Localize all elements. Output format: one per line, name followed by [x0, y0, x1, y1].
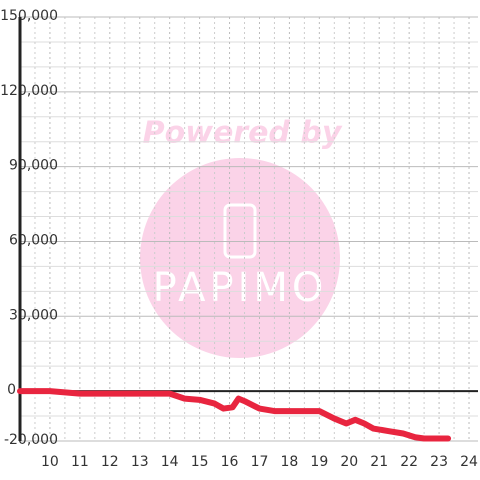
- y-tick-label: 120,000: [0, 83, 58, 99]
- x-tick-label: 10: [41, 454, 59, 470]
- x-tick-label: 21: [370, 454, 388, 470]
- x-tick-label: 11: [71, 454, 89, 470]
- x-tick-label: 18: [280, 454, 298, 470]
- x-tick-label: 24: [460, 454, 478, 470]
- x-tick-label: 15: [191, 454, 209, 470]
- y-tick-label: 0: [7, 382, 16, 398]
- y-tick-label: 60,000: [9, 232, 58, 248]
- x-tick-label: 13: [131, 454, 149, 470]
- x-tick-label: 22: [400, 454, 418, 470]
- x-tick-label: 23: [430, 454, 448, 470]
- y-tick-label: 90,000: [9, 158, 58, 174]
- watermark-text: Powered by: [143, 116, 343, 151]
- y-tick-label: -20,000: [4, 432, 58, 448]
- y-tick-label: 150,000: [0, 8, 58, 24]
- watermark-icon: [223, 203, 257, 259]
- watermark-logo: PAPIMO: [153, 265, 328, 311]
- x-tick-label: 12: [101, 454, 119, 470]
- y-tick-label: 30,000: [9, 307, 58, 323]
- x-tick-label: 20: [340, 454, 358, 470]
- x-tick-label: 16: [221, 454, 239, 470]
- x-tick-label: 14: [161, 454, 179, 470]
- line: [17, 388, 452, 442]
- x-tick-label: 19: [310, 454, 328, 470]
- x-tick-label: 17: [251, 454, 269, 470]
- grid: [20, 16, 478, 442]
